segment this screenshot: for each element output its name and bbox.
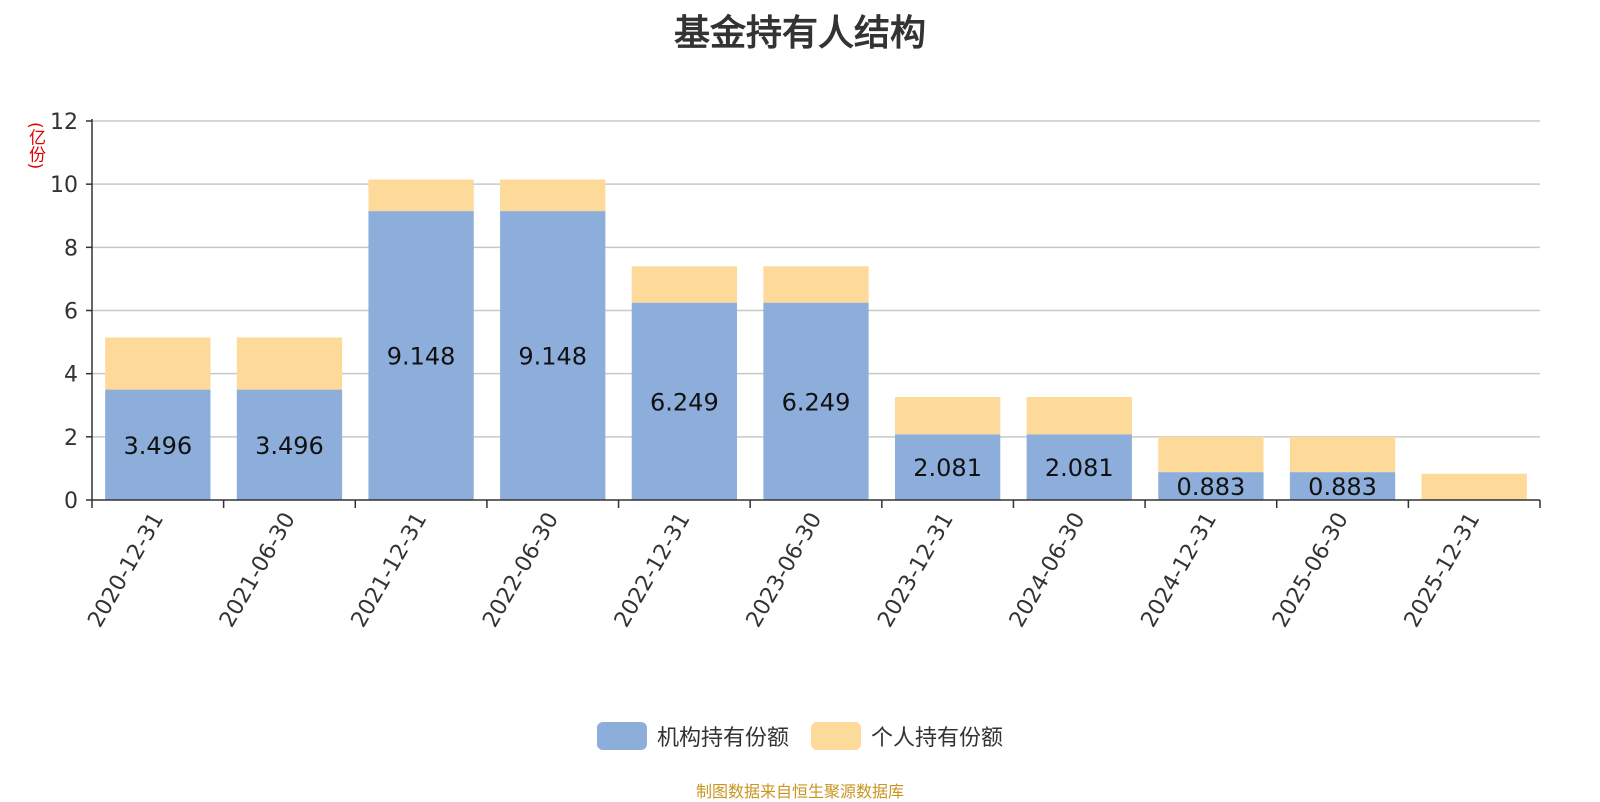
x-tick-label-1: 2021-06-30 bbox=[215, 509, 301, 632]
bar-series0-4[interactable] bbox=[631, 302, 738, 500]
y-tick-label-4: 8 bbox=[64, 236, 78, 261]
x-tick-label-5: 2023-06-30 bbox=[742, 509, 828, 632]
legend-swatch-individual bbox=[811, 722, 861, 750]
data-label-series0-5: 6.249 bbox=[782, 388, 851, 416]
bars bbox=[105, 179, 1527, 500]
x-tick-label-6: 2023-12-31 bbox=[873, 509, 959, 632]
source-note: 制图数据来自恒生聚源数据库 bbox=[695, 782, 904, 801]
bar-series0-7[interactable] bbox=[1026, 434, 1132, 500]
data-label-series0-2: 9.148 bbox=[387, 343, 456, 371]
data-label-series0-3: 9.148 bbox=[518, 343, 587, 371]
legend: 机构持有份额 个人持有份额 bbox=[0, 720, 1600, 752]
data-label-series0-0: 3.496 bbox=[123, 432, 192, 460]
data-label-series0-6: 2.081 bbox=[913, 454, 982, 482]
legend-label-individual: 个人持有份额 bbox=[871, 726, 1004, 751]
bar-series1-6[interactable] bbox=[894, 397, 1001, 435]
bar-series0-8[interactable] bbox=[1158, 472, 1264, 500]
data-label-series0-9: 0.883 bbox=[1308, 473, 1377, 501]
x-tick-label-10: 2025-12-31 bbox=[1400, 509, 1486, 632]
bar-series1-2[interactable] bbox=[368, 179, 474, 212]
bar-series0-5[interactable] bbox=[763, 302, 869, 500]
bar-series1-7[interactable] bbox=[1026, 397, 1132, 435]
bar-series1-5[interactable] bbox=[763, 266, 869, 303]
bar-series1-0[interactable] bbox=[105, 337, 211, 390]
x-tick-label-3: 2022-06-30 bbox=[478, 509, 564, 632]
bar-series1-4[interactable] bbox=[631, 266, 738, 303]
y-tick-label-6: 12 bbox=[50, 110, 78, 135]
y-axis-unit: (亿份) bbox=[25, 122, 45, 170]
data-label-series0-7: 2.081 bbox=[1045, 454, 1114, 482]
legend-swatch-institutional bbox=[596, 722, 647, 750]
bar-series0-2[interactable] bbox=[368, 211, 474, 500]
y-tick-label-2: 4 bbox=[64, 363, 78, 388]
bar-series1-10[interactable] bbox=[1421, 473, 1527, 500]
bar-series0-6[interactable] bbox=[894, 434, 1001, 500]
y-tick-label-1: 2 bbox=[64, 426, 78, 451]
y-tick-label-0: 0 bbox=[64, 489, 78, 514]
bar-series1-1[interactable] bbox=[236, 337, 343, 390]
bar-series0-3[interactable] bbox=[500, 211, 606, 500]
data-labels: 3.496 3.496 9.148 9.148 6.249 6.249 2.081 2.081… bbox=[123, 343, 1376, 502]
data-label-series0-4: 6.249 bbox=[650, 388, 719, 416]
legend-item-institutional[interactable]: 机构持有份额 bbox=[596, 720, 789, 752]
x-tick-label-4: 2022-12-31 bbox=[610, 509, 696, 632]
x-tick-label-2: 2021-12-31 bbox=[347, 509, 433, 632]
data-label-series0-1: 3.496 bbox=[255, 432, 324, 460]
x-tick-label-7: 2024-06-30 bbox=[1005, 509, 1091, 632]
bar-series0-1[interactable] bbox=[236, 389, 343, 500]
y-tick-label-5: 10 bbox=[50, 173, 78, 198]
data-label-series0-8: 0.883 bbox=[1177, 473, 1246, 501]
bar-series1-3[interactable] bbox=[500, 179, 606, 212]
bar-series1-9[interactable] bbox=[1289, 436, 1396, 473]
stacked-bar-chart: 0 2 4 6 8 10 12 2020-12-31 2021-06-30 2021-12-31 2… bbox=[50, 110, 1541, 632]
x-tick-label-8: 2024-12-31 bbox=[1137, 509, 1223, 632]
y-tick-label-3: 6 bbox=[64, 300, 78, 325]
bar-series0-9[interactable] bbox=[1289, 472, 1396, 500]
x-tick-label-0: 2020-12-31 bbox=[83, 509, 169, 632]
legend-label-institutional: 机构持有份额 bbox=[656, 726, 789, 751]
bar-series1-8[interactable] bbox=[1158, 436, 1264, 473]
x-tick-label-9: 2025-06-30 bbox=[1268, 509, 1354, 632]
chart-title: 基金持有人结构 bbox=[673, 13, 926, 54]
legend-item-individual[interactable]: 个人持有份额 bbox=[811, 720, 1003, 752]
bar-series0-0[interactable] bbox=[105, 389, 211, 500]
